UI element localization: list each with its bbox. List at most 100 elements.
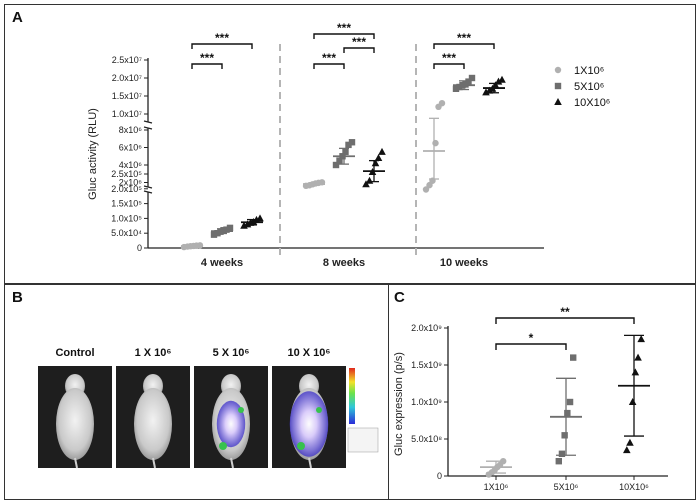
data-point [626,438,634,446]
panel-b-images: B Control 1 X 10⁶ 5 X 10⁶ 10 X 10⁶ [12,289,379,469]
data-point [374,154,383,161]
data-point [498,75,506,83]
mouse-body [134,388,172,460]
significance-bracket [433,43,495,49]
data-point [555,458,562,465]
significance-label: *** [337,21,351,35]
panel-c-letter: C [394,289,405,306]
axis-break-mark [143,120,153,124]
data-point [210,231,218,238]
data-point [468,74,476,82]
y-tick-label: 2.0x10⁵ [111,184,142,194]
data-point [438,100,446,107]
y-tick-label: 8x10⁶ [119,125,143,135]
y-tick-label: 2.0x10⁹ [411,323,442,333]
significance-bracket [191,43,253,49]
color-scale-legend-box [347,427,379,453]
y-tick-label: 1.0x10⁵ [111,213,142,223]
y-tick-label: 1.5x10⁹ [411,360,442,370]
y-tick-label: 5.0x10⁴ [111,228,142,238]
panel-b-letter: B [12,289,23,306]
significance-label: *** [352,35,366,49]
data-point [628,398,637,405]
significance-bracket [313,63,345,69]
significance-label: ** [560,305,570,319]
axis-break-mark [143,126,153,130]
y-tick-label: 4x10⁶ [119,160,143,170]
mouse-tail [308,457,312,469]
data-point [637,335,645,343]
axis-break-mark [143,190,153,194]
y-tick-label: 2x10⁶ [119,178,143,188]
y-tick-label: 2.5x10⁵ [111,169,142,179]
panel-c-chart: C 0 5.0x10⁸ 1.0x10⁹ 1.5x10⁹ 2.0x10⁹ Gluc expr… [393,289,668,492]
significance-label: *** [215,31,229,45]
legend-label: 1X10⁶ [574,65,604,77]
y-tick-label: 5.0x10⁸ [411,434,442,444]
image-label: 10 X 10⁶ [288,347,331,359]
data-point [223,226,230,233]
data-point [623,446,631,454]
data-point [422,186,430,193]
y-axis-title: Gluc activity (RLU) [87,108,99,200]
x-tick-label: 5X10⁶ [554,482,579,492]
x-tick-label: 10X10⁶ [619,482,649,492]
data-point [332,161,340,169]
category-label: 8 weeks [323,257,365,269]
image-label: 5 X 10⁶ [213,347,250,359]
significance-label: *** [322,51,336,65]
significance-bracket [433,63,465,69]
significance-label: *** [200,51,214,65]
y-tick-label: 1.5x10⁷ [112,91,142,101]
significance-label: *** [442,51,456,65]
image-label: 1 X 10⁶ [135,347,172,359]
signal-hotspot [297,442,305,450]
data-point [365,176,374,184]
x-tick-label: 1X10⁶ [484,482,509,492]
data-point [566,398,574,406]
category-label: 4 weeks [201,257,243,269]
y-tick-label: 0 [137,243,142,253]
data-point [465,78,472,85]
significance-label: * [529,331,534,345]
legend-marker [554,66,562,74]
signal-hotspot [219,442,227,450]
bioluminescence-signal [289,391,329,457]
axis-break-mark [143,185,153,189]
y-tick-label: 1.0x10⁷ [112,109,142,119]
data-point [226,224,234,232]
y-tick-label: 1.0x10⁹ [411,397,442,407]
data-point [336,157,343,164]
y-tick-label: 1.5x10⁵ [111,199,142,209]
data-point [485,86,494,94]
data-point [348,139,356,146]
panel-c-frame [388,284,696,500]
legend-marker [554,98,562,105]
significance-bracket [313,33,375,39]
panel-a-letter: A [12,9,23,26]
mouse-tail [230,457,234,469]
signal-hotspot [238,407,244,413]
y-tick-label: 6x10⁶ [119,143,143,153]
y-tick-label: 0 [437,471,442,481]
data-point [256,214,264,222]
mouse-tail [152,457,156,469]
legend-label: 5X10⁶ [574,81,604,93]
data-point [345,141,352,149]
panel-a-chart: A 0 5.0x10⁴ 1.0x10⁵ 1.5x10⁵ 2.0x10⁵ 2.5x10⁵2x… [12,9,610,269]
data-point [432,139,439,147]
y-tick-label: 2.0x10⁷ [112,73,142,83]
data-point [634,353,642,361]
data-point [631,368,640,376]
data-point [342,148,349,156]
data-point [378,147,386,155]
data-point [482,88,490,96]
mouse-tail [74,457,78,469]
data-point [561,432,568,439]
mouse-body [56,388,94,460]
data-point [564,409,571,417]
legend-marker [554,82,562,90]
bioluminescence-signal [216,400,246,448]
significance-label: *** [457,31,471,45]
data-point [558,450,566,457]
